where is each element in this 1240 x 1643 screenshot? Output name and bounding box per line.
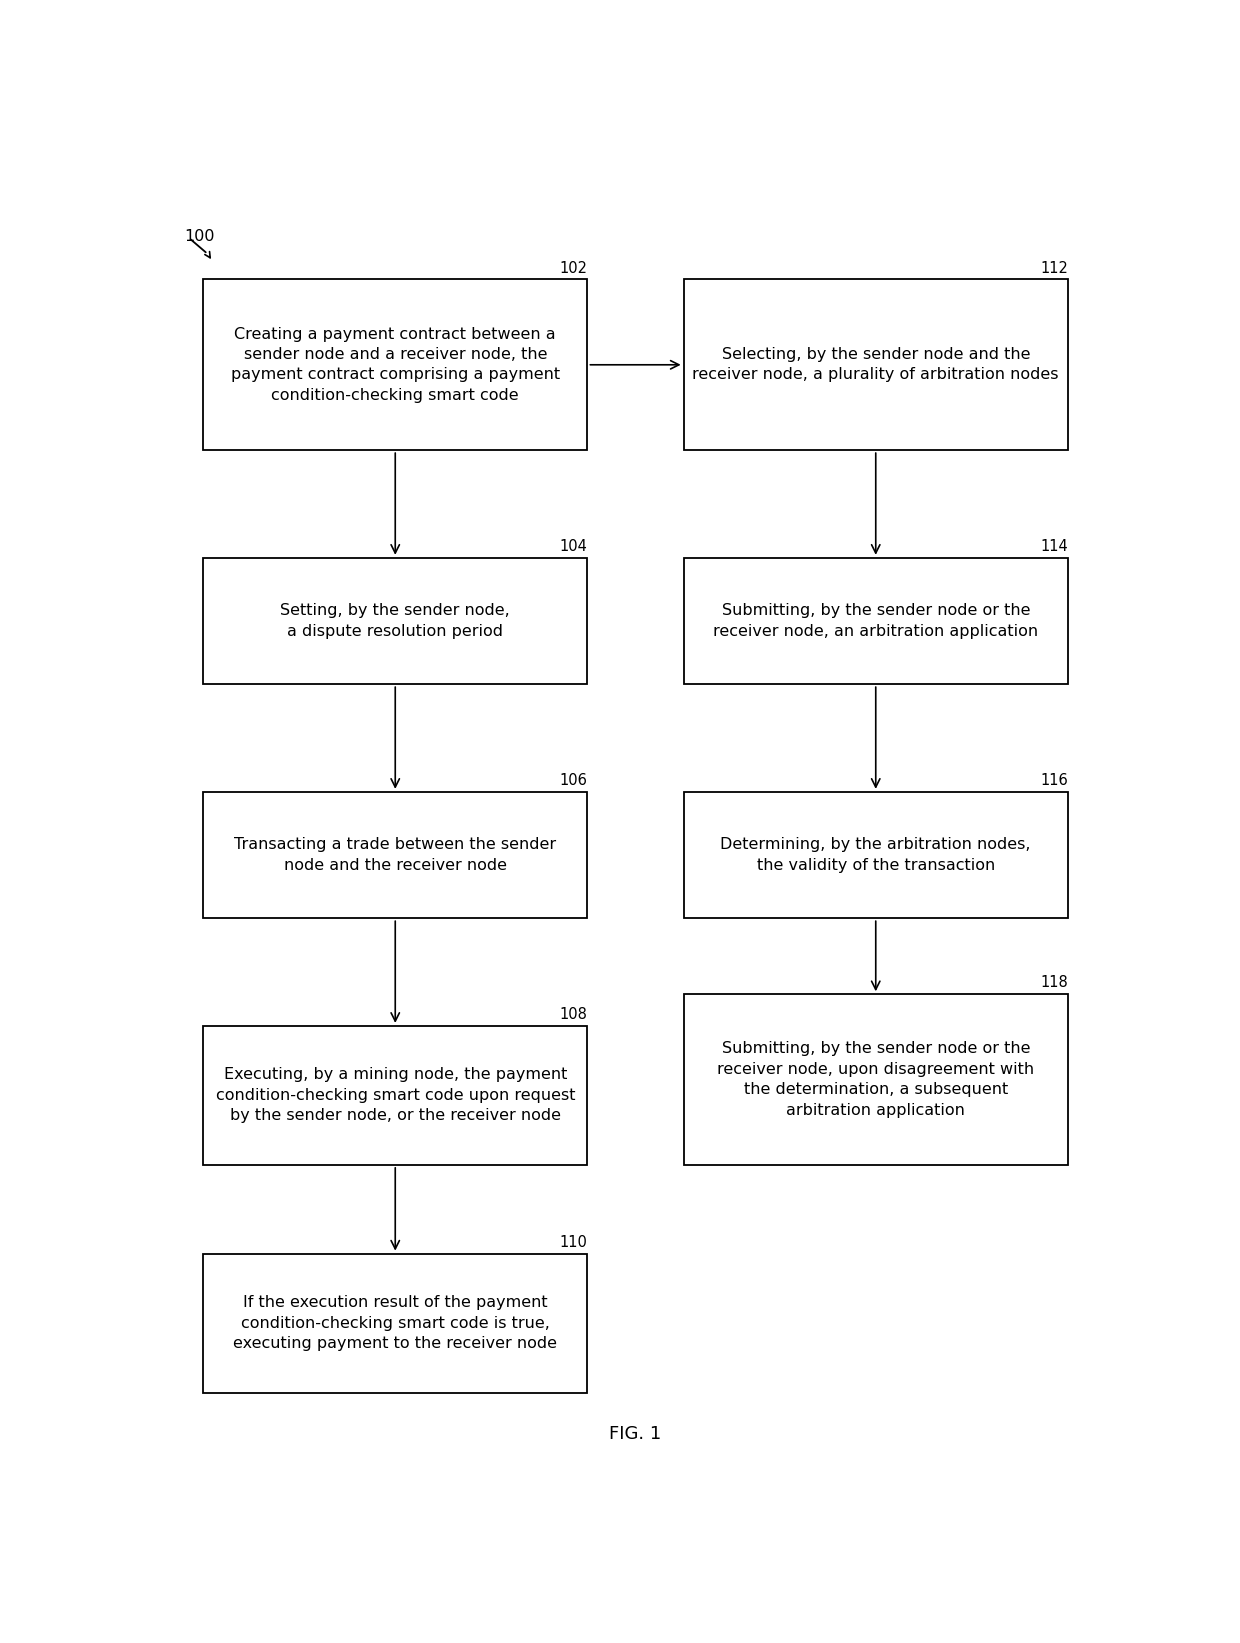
Text: 114: 114 (1040, 539, 1068, 554)
Text: 102: 102 (559, 261, 588, 276)
Text: 118: 118 (1040, 976, 1068, 991)
Text: 108: 108 (559, 1007, 588, 1022)
Text: 116: 116 (1040, 772, 1068, 789)
Text: 110: 110 (559, 1236, 588, 1250)
Text: 104: 104 (559, 539, 588, 554)
Text: 100: 100 (184, 228, 215, 243)
Text: Selecting, by the sender node and the
receiver node, a plurality of arbitration : Selecting, by the sender node and the re… (692, 347, 1059, 383)
Bar (203, 279, 588, 450)
Bar (203, 792, 588, 918)
Text: Submitting, by the sender node or the
receiver node, upon disagreement with
the : Submitting, by the sender node or the re… (717, 1042, 1034, 1117)
Bar (203, 557, 588, 683)
Text: Creating a payment contract between a
sender node and a receiver node, the
payme: Creating a payment contract between a se… (231, 327, 559, 403)
Text: FIG. 1: FIG. 1 (609, 1426, 662, 1444)
Bar (203, 1254, 588, 1393)
Bar (683, 994, 1068, 1165)
Text: 106: 106 (559, 772, 588, 789)
Text: Submitting, by the sender node or the
receiver node, an arbitration application: Submitting, by the sender node or the re… (713, 603, 1038, 639)
Bar (683, 557, 1068, 683)
Bar (203, 1025, 588, 1165)
Text: 112: 112 (1040, 261, 1068, 276)
Text: Transacting a trade between the sender
node and the receiver node: Transacting a trade between the sender n… (234, 838, 557, 872)
Text: Setting, by the sender node,
a dispute resolution period: Setting, by the sender node, a dispute r… (280, 603, 510, 639)
Text: If the execution result of the payment
condition-checking smart code is true,
ex: If the execution result of the payment c… (233, 1295, 557, 1351)
Text: Determining, by the arbitration nodes,
the validity of the transaction: Determining, by the arbitration nodes, t… (720, 838, 1030, 872)
Text: Executing, by a mining node, the payment
condition-checking smart code upon requ: Executing, by a mining node, the payment… (216, 1068, 575, 1124)
Bar (683, 792, 1068, 918)
Bar (683, 279, 1068, 450)
